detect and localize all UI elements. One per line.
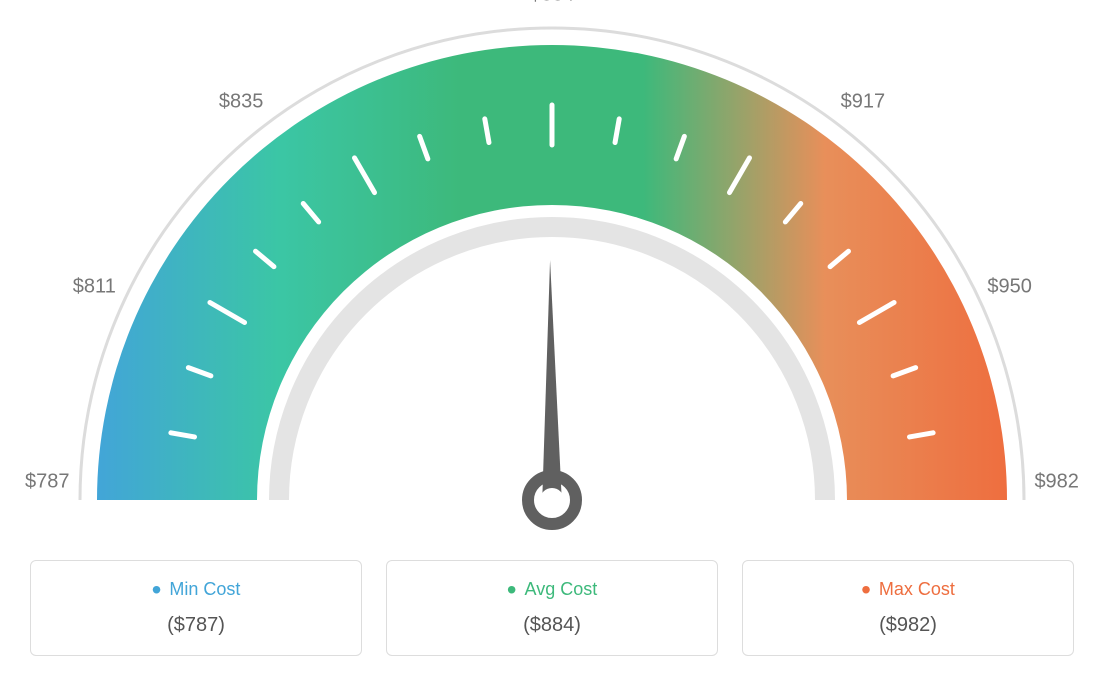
legend-min-value: ($787) <box>41 614 351 637</box>
legend-avg-label: Avg Cost <box>507 579 598 600</box>
legend-min-label: Min Cost <box>152 579 241 600</box>
legend-avg: Avg Cost ($884) <box>386 560 718 656</box>
legend-max-label: Max Cost <box>861 579 955 600</box>
gauge-tick-label: $917 <box>841 91 886 114</box>
cost-gauge-chart: $787 $811 $835 $884 $917 $950 $982 Min Cost ($… <box>0 0 1104 690</box>
gauge-tick-label: $787 <box>25 471 70 494</box>
gauge-tick-label: $811 <box>73 275 116 298</box>
gauge-tick-label: $884 <box>530 0 575 7</box>
legend-row: Min Cost ($787) Avg Cost ($884) Max Cost… <box>0 560 1104 656</box>
gauge-tick-label: $950 <box>987 275 1032 298</box>
gauge-tick-label: $982 <box>1034 471 1079 494</box>
legend-min: Min Cost ($787) <box>30 560 362 656</box>
legend-max: Max Cost ($982) <box>742 560 1074 656</box>
legend-avg-value: ($884) <box>397 614 707 637</box>
gauge-svg <box>0 0 1104 560</box>
gauge-area: $787 $811 $835 $884 $917 $950 $982 <box>0 0 1104 560</box>
legend-max-value: ($982) <box>753 614 1063 637</box>
gauge-tick-label: $835 <box>219 91 264 114</box>
